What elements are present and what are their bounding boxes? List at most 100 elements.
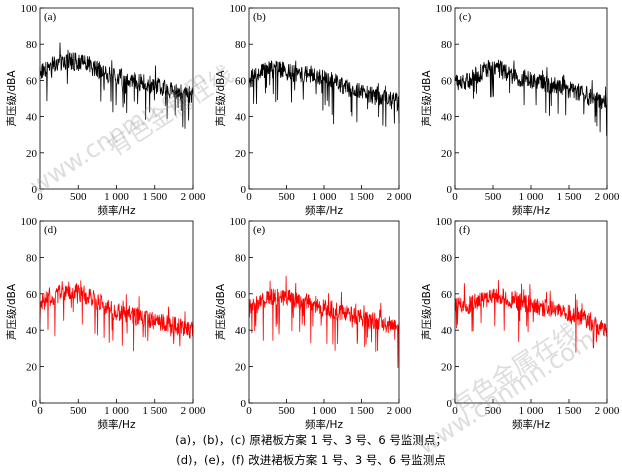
x-tick-label: 1 500: [557, 405, 582, 417]
chart-panel: 0 500 1 000 1 500 2 000 0 20 40 60 80 100 (a) 频率/Hz 声…: [5, 3, 206, 217]
x-tick-label: 1 000: [104, 191, 129, 203]
x-axis-title: 频率/Hz: [305, 204, 343, 217]
x-tick-label: 2 000: [181, 191, 206, 203]
series-line: [39, 280, 194, 352]
x-tick-label: 0: [246, 405, 252, 417]
y-tick-label: 100: [230, 3, 247, 15]
plot-frame: [248, 220, 400, 404]
y-tick-label: 80: [235, 39, 247, 51]
chart-panel: 0 500 1 000 1 500 2 000 0 20 40 60 80 100 (b) 频率/Hz 声…: [214, 3, 412, 217]
panel-label: (b): [253, 11, 266, 23]
x-tick-label: 0: [452, 405, 458, 417]
x-tick-label: 1 500: [142, 191, 167, 203]
x-tick-label: 0: [452, 191, 458, 203]
x-tick-label: 1 500: [142, 405, 167, 417]
plot-frame: [39, 220, 194, 404]
chart-panel: 0 500 1 000 1 500 2 000 0 20 40 60 80 100 (c) 频率/Hz 声…: [420, 3, 620, 217]
x-axis-title: 频率/Hz: [98, 204, 136, 217]
x-tick-label: 2 000: [181, 405, 206, 417]
x-tick-label: 2 000: [387, 405, 412, 417]
figure: 0 500 1 000 1 500 2 000 0 20 40 60 80 100 (a) 频率/Hz 声…: [5, 3, 620, 430]
y-tick-label: 0: [241, 184, 247, 196]
y-tick-label: 40: [26, 112, 38, 124]
y-tick-label: 80: [235, 252, 247, 264]
x-tick-label: 2 000: [387, 191, 412, 203]
x-tick-label: 1 500: [349, 405, 374, 417]
y-tick-label: 100: [21, 3, 38, 15]
series-line: [454, 280, 608, 353]
y-axis-title: 声压级/dBA: [420, 283, 433, 340]
y-tick-label: 60: [235, 75, 247, 87]
series-line: [248, 60, 400, 127]
caption-line-1: (a)，(b)，(c) 原裙板方案 1 号、3 号、6 号监测点；: [175, 433, 447, 447]
x-tick-label: 500: [278, 405, 295, 417]
y-tick-label: 0: [447, 398, 453, 410]
y-axis-title: 声压级/dBA: [214, 70, 227, 127]
y-tick-label: 80: [26, 39, 38, 51]
x-axis-title: 频率/Hz: [512, 204, 550, 217]
y-tick-label: 60: [26, 75, 38, 87]
y-tick-label: 0: [241, 398, 247, 410]
x-axis-title: 频率/Hz: [305, 418, 343, 430]
y-tick-label: 80: [26, 252, 38, 264]
x-tick-label: 500: [278, 191, 295, 203]
plot-frame: [454, 7, 608, 190]
x-tick-label: 500: [485, 405, 502, 417]
series-line: [39, 42, 194, 129]
y-tick-label: 20: [26, 148, 38, 160]
y-axis-title: 声压级/dBA: [5, 70, 18, 127]
y-tick-label: 20: [441, 148, 453, 160]
x-tick-label: 2 000: [595, 191, 620, 203]
y-axis-title: 声压级/dBA: [214, 283, 227, 340]
x-tick-label: 500: [485, 191, 502, 203]
y-tick-label: 40: [441, 325, 453, 337]
panel-label: (e): [253, 224, 266, 236]
x-tick-label: 1 000: [104, 405, 129, 417]
chart-panel: 0 500 1 000 1 500 2 000 0 20 40 60 80 100 (e) 频率/Hz 声…: [214, 216, 412, 430]
series-line: [454, 59, 608, 136]
x-tick-label: 500: [70, 191, 87, 203]
chart-panel: 0 500 1 000 1 500 2 000 0 20 40 60 80 100 (f) 频率/Hz 声…: [420, 216, 620, 430]
y-tick-label: 0: [447, 184, 453, 196]
panel-label: (a): [44, 11, 57, 23]
y-tick-label: 0: [32, 398, 38, 410]
y-tick-label: 40: [441, 112, 453, 124]
x-tick-label: 0: [37, 191, 43, 203]
x-tick-label: 1 000: [519, 191, 544, 203]
y-axis-title: 声压级/dBA: [5, 283, 18, 340]
y-tick-label: 80: [441, 39, 453, 51]
y-tick-label: 40: [235, 112, 247, 124]
y-tick-label: 40: [26, 325, 38, 337]
y-tick-label: 60: [235, 289, 247, 301]
y-tick-label: 20: [235, 362, 247, 374]
y-tick-label: 100: [21, 216, 38, 228]
y-tick-label: 80: [441, 252, 453, 264]
x-tick-label: 1 000: [312, 405, 337, 417]
series-line: [248, 275, 400, 368]
x-tick-label: 1 500: [557, 191, 582, 203]
x-tick-label: 1 000: [312, 191, 337, 203]
x-tick-label: 1 500: [349, 191, 374, 203]
x-tick-label: 1 000: [519, 405, 544, 417]
y-tick-label: 60: [441, 289, 453, 301]
panel-label: (c): [459, 11, 472, 23]
y-tick-label: 20: [441, 362, 453, 374]
x-tick-label: 0: [246, 191, 252, 203]
x-axis-title: 频率/Hz: [512, 418, 550, 430]
y-tick-label: 100: [436, 216, 453, 228]
y-axis-title: 声压级/dBA: [420, 70, 433, 127]
panel-label: (d): [44, 224, 57, 236]
panel-label: (f): [459, 224, 470, 236]
x-tick-label: 2 000: [595, 405, 620, 417]
y-tick-label: 100: [230, 216, 247, 228]
chart-panel: 0 500 1 000 1 500 2 000 0 20 40 60 80 100 (d) 频率/Hz 声…: [5, 216, 206, 430]
y-tick-label: 20: [26, 362, 38, 374]
y-tick-label: 20: [235, 148, 247, 160]
y-tick-label: 100: [436, 3, 453, 15]
x-axis-title: 频率/Hz: [98, 418, 136, 430]
y-tick-label: 60: [26, 289, 38, 301]
y-tick-label: 0: [32, 184, 38, 196]
y-tick-label: 60: [441, 75, 453, 87]
x-tick-label: 0: [37, 405, 43, 417]
y-tick-label: 40: [235, 325, 247, 337]
